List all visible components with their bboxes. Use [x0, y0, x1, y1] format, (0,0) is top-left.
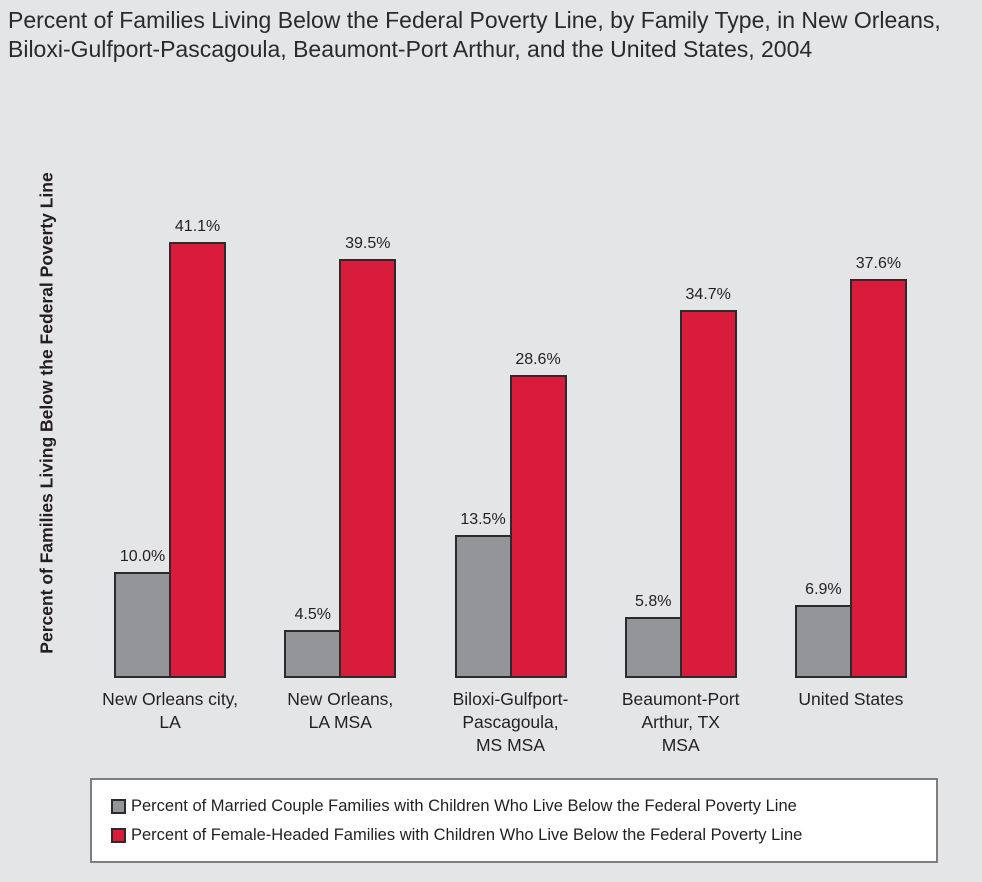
bar-value-label: 39.5%	[345, 235, 391, 252]
female-headed-bar	[509, 375, 567, 678]
bar-group: 6.9% 37.6% United States	[766, 148, 936, 709]
female-headed-bar-wrap: 37.6%	[849, 255, 907, 678]
married-couple-bar-wrap: 6.9%	[794, 581, 852, 678]
female-headed-bar	[679, 310, 737, 678]
bar-pair: 6.9% 37.6%	[794, 255, 907, 678]
married-couple-bar-wrap: 4.5%	[284, 606, 342, 678]
legend-box: Percent of Married Couple Families with …	[90, 778, 938, 863]
married-couple-bar	[624, 617, 682, 678]
category-label: New Orleans, LA MSA	[287, 689, 394, 732]
legend-label: Percent of Female-Headed Families with C…	[131, 826, 803, 844]
category-label: Beaumont-Port Arthur, TX MSA	[621, 689, 740, 755]
female-headed-swatch-icon	[111, 828, 126, 843]
female-headed-bar	[339, 259, 397, 678]
married-couple-bar	[284, 630, 342, 678]
bar-group: 13.5% 28.6% Biloxi-Gulfport- Pascagoula, M…	[425, 148, 595, 755]
married-couple-bar-wrap: 5.8%	[624, 593, 682, 678]
female-headed-bar-wrap: 41.1%	[169, 218, 227, 678]
bar-value-label: 5.8%	[634, 593, 672, 610]
category-label: New Orleans city, LA	[102, 689, 238, 732]
female-headed-bar	[849, 279, 907, 678]
bar-group: 5.8% 34.7% Beaumont-Port Arthur, TX MSA	[596, 148, 766, 755]
female-headed-bar	[169, 242, 227, 678]
bar-value-label: 34.7%	[685, 286, 731, 303]
bar-value-label: 13.5%	[460, 511, 506, 528]
legend-item-married-couple: Percent of Married Couple Families with …	[111, 792, 936, 821]
bar-pair: 4.5% 39.5%	[284, 235, 397, 678]
married-couple-bar-wrap: 13.5%	[454, 511, 512, 678]
bar-pair: 5.8% 34.7%	[624, 286, 737, 678]
legend-label: Percent of Married Couple Families with …	[131, 797, 797, 815]
category-label: United States	[798, 689, 904, 709]
married-couple-swatch-icon	[111, 799, 126, 814]
bar-pair: 10.0% 41.1%	[114, 218, 227, 678]
bar-value-label: 28.6%	[515, 351, 561, 368]
female-headed-bar-wrap: 39.5%	[339, 235, 397, 678]
category-label: Biloxi-Gulfport- Pascagoula, MS MSA	[452, 689, 569, 755]
bar-value-label: 4.5%	[294, 606, 332, 623]
married-couple-bar	[794, 605, 852, 678]
plot-area: 10.0% 41.1% New Orleans city, LA 4.5% 39.5% N…	[85, 148, 936, 755]
married-couple-bar-wrap: 10.0%	[114, 548, 172, 678]
married-couple-bar	[454, 535, 512, 678]
bar-pair: 13.5% 28.6%	[454, 351, 567, 678]
chart-title: Percent of Families Living Below the Fed…	[8, 7, 941, 62]
female-headed-bar-wrap: 34.7%	[679, 286, 737, 678]
bar-value-label: 37.6%	[855, 255, 902, 272]
bar-group: 4.5% 39.5% New Orleans, LA MSA	[255, 148, 425, 732]
bar-value-label: 6.9%	[805, 581, 842, 598]
bar-value-label: 41.1%	[174, 218, 221, 235]
bar-value-label: 10.0%	[119, 548, 166, 565]
y-axis-label: Percent of Families Living Below the Fed…	[36, 172, 57, 654]
married-couple-bar	[114, 572, 172, 678]
legend-item-female-headed: Percent of Female-Headed Families with C…	[111, 821, 936, 850]
female-headed-bar-wrap: 28.6%	[509, 351, 567, 678]
bar-group: 10.0% 41.1% New Orleans city, LA	[85, 148, 255, 732]
